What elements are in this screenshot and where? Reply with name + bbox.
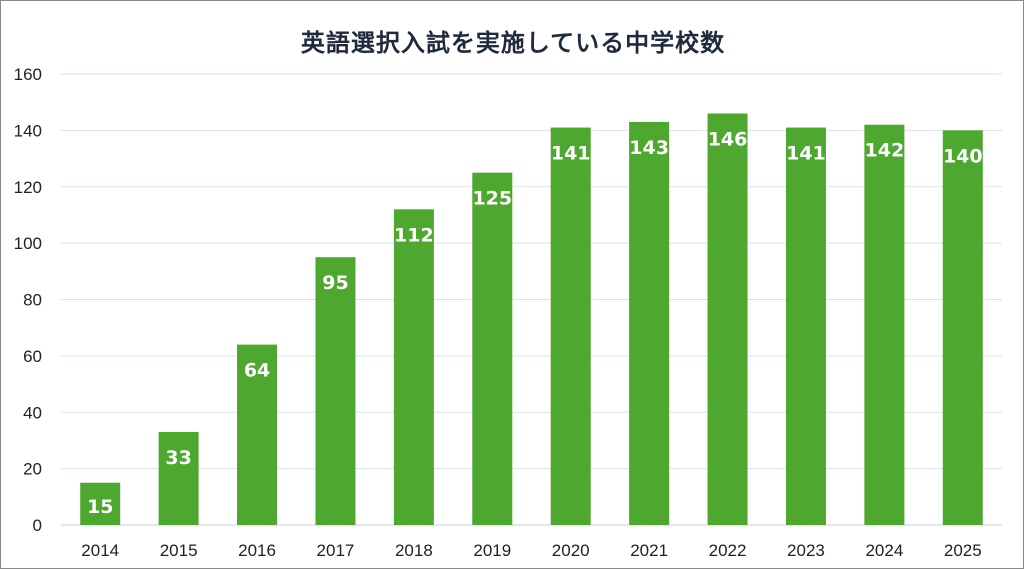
x-tick-label-2022: 2022	[709, 541, 747, 560]
bar-2023	[785, 127, 826, 526]
x-tick-label-2016: 2016	[238, 541, 276, 560]
x-tick-label-2024: 2024	[865, 541, 903, 560]
chart-title: 英語選択入試を実施している中学校数	[300, 29, 726, 57]
gridlines	[61, 73, 1002, 526]
bar-labels: 15 33 64 95 112 125 141 143 146 141 142 140	[87, 128, 983, 518]
data-label-2020: 141	[551, 143, 591, 165]
y-tick-label: 40	[23, 403, 42, 422]
data-label-2019: 125	[472, 188, 512, 210]
x-tick-label-2015: 2015	[160, 541, 198, 560]
bar-2024	[864, 124, 905, 526]
y-tick-label: 140	[14, 121, 42, 140]
bar-2015	[158, 431, 199, 525]
data-label-2023: 141	[786, 143, 826, 165]
bar-2017	[315, 257, 356, 525]
data-label-2025: 140	[943, 145, 983, 167]
data-label-2015: 33	[165, 447, 191, 469]
data-label-2017: 95	[322, 272, 348, 294]
data-label-2018: 112	[394, 224, 434, 246]
data-label-2022: 146	[708, 128, 748, 150]
y-tick-label: 120	[14, 178, 42, 197]
y-axis-ticks: 0 20 40 60 80 100 120 140 160	[14, 65, 42, 535]
bar-2018	[393, 209, 434, 526]
y-tick-label: 100	[14, 234, 42, 253]
bar-2014	[80, 482, 121, 525]
y-tick-label: 20	[23, 460, 42, 479]
x-tick-label-2025: 2025	[944, 541, 982, 560]
x-tick-label-2018: 2018	[395, 541, 433, 560]
y-tick-label: 80	[23, 291, 42, 310]
data-label-2016: 64	[244, 360, 270, 382]
bar-2025	[942, 130, 983, 525]
data-label-2014: 15	[87, 496, 113, 518]
bar-2016	[237, 344, 278, 525]
y-tick-label: 0	[33, 516, 42, 535]
data-label-2021: 143	[629, 137, 669, 159]
x-tick-label-2017: 2017	[317, 541, 355, 560]
x-axis-ticks: 2014 2015 2016 2017 2018 2019 2020 2021 2022 2023…	[81, 541, 981, 560]
bar-2020	[550, 127, 591, 526]
y-tick-label: 60	[23, 347, 42, 366]
bar-2021	[629, 121, 670, 525]
y-tick-label: 160	[14, 65, 42, 84]
data-label-2024: 142	[865, 140, 905, 162]
x-tick-label-2014: 2014	[81, 541, 119, 560]
bar-2019	[472, 172, 513, 525]
x-tick-label-2019: 2019	[473, 541, 511, 560]
x-tick-label-2020: 2020	[552, 541, 590, 560]
x-tick-label-2023: 2023	[787, 541, 825, 560]
bars	[80, 113, 983, 526]
bar-2022	[707, 113, 748, 526]
x-tick-label-2021: 2021	[630, 541, 668, 560]
